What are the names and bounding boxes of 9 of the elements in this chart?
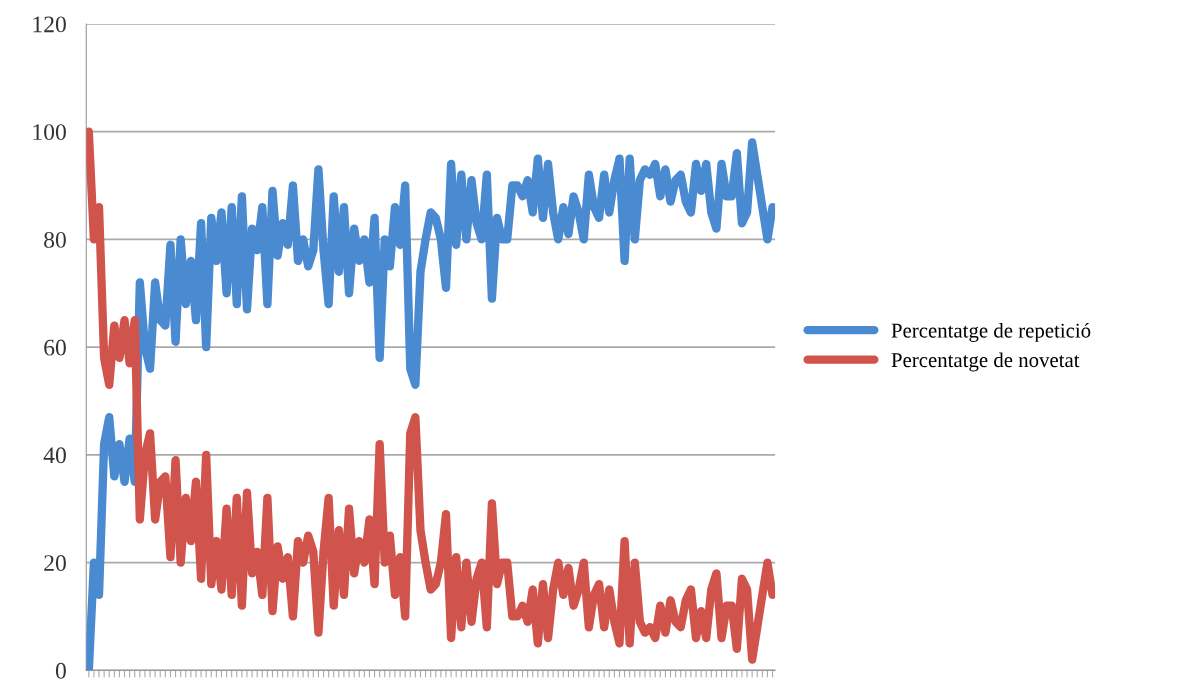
y-tick-label: 60 <box>44 339 66 356</box>
legend-label: Percentatge de repetició <box>891 322 1091 342</box>
legend-label: Percentatge de novetat <box>891 352 1080 372</box>
y-tick-label: 20 <box>44 555 66 572</box>
y-tick-label: 40 <box>43 447 66 464</box>
y-tick-label: 0 <box>55 662 66 679</box>
y-tick-label: 120 <box>33 16 66 33</box>
y-tick-label: 100 <box>33 124 66 141</box>
y-tick-label: 80 <box>44 231 66 248</box>
